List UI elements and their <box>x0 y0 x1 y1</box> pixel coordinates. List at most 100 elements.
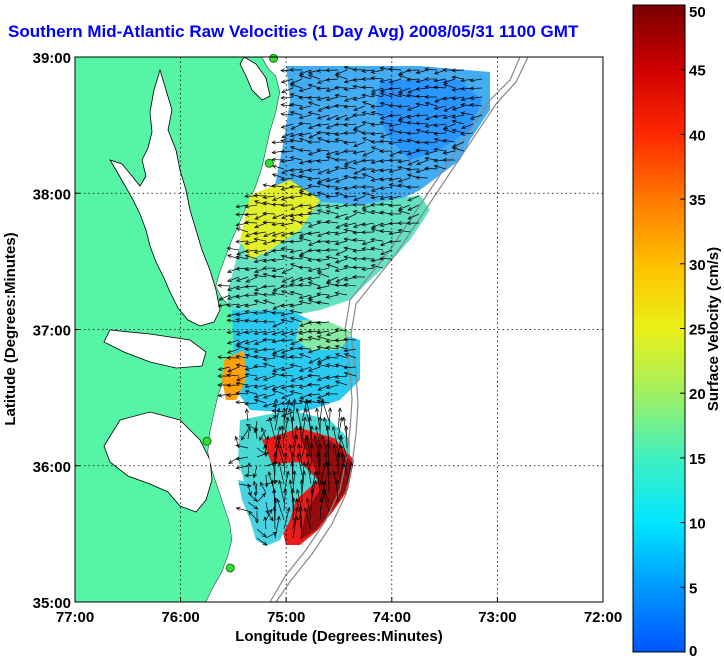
current-vector-head <box>352 248 357 253</box>
current-vector <box>335 94 348 98</box>
current-vector <box>326 210 339 215</box>
current-vector-head <box>289 173 295 178</box>
current-vector-head <box>272 350 277 355</box>
current-vector <box>327 426 330 449</box>
current-vector-head <box>443 107 449 112</box>
current-vector <box>407 159 420 166</box>
current-vector-head <box>226 383 231 388</box>
current-vector <box>398 74 411 80</box>
colorbar-tick-label: 30 <box>689 257 706 274</box>
current-vector <box>245 255 258 260</box>
current-vector <box>344 229 357 233</box>
current-vector <box>290 93 303 98</box>
current-vector-head <box>289 303 295 308</box>
current-vector-head <box>286 398 291 404</box>
current-vector <box>398 114 411 120</box>
current-vector-head <box>370 104 375 109</box>
current-vector <box>317 285 330 289</box>
current-vector <box>407 105 420 111</box>
current-vector <box>326 78 339 81</box>
current-vector <box>272 258 285 261</box>
current-vector-head <box>325 139 330 144</box>
current-vector <box>308 177 321 180</box>
current-vector <box>345 426 348 449</box>
current-vector-head <box>316 220 321 225</box>
current-vector-head <box>325 169 331 174</box>
current-vector-head <box>352 256 357 261</box>
current-vector-head <box>298 425 303 430</box>
current-vector-head <box>353 170 359 175</box>
current-vector-head <box>334 138 340 143</box>
current-vector-head <box>290 488 295 493</box>
current-vector-head <box>244 347 249 352</box>
current-vector <box>262 285 276 287</box>
current-vector-head <box>280 232 286 237</box>
current-vector <box>290 257 303 260</box>
current-vector-head <box>379 78 385 83</box>
current-vector-head <box>321 489 326 494</box>
current-vector-head <box>289 102 295 107</box>
current-vector-head <box>298 323 304 327</box>
current-vector <box>271 141 285 143</box>
current-vector-head <box>253 200 259 205</box>
current-vector-head <box>280 196 286 201</box>
current-vector-head <box>433 85 438 90</box>
current-vector-head <box>343 277 349 282</box>
current-vector <box>218 366 231 371</box>
current-vector <box>452 120 465 125</box>
current-vector <box>263 299 276 305</box>
current-vector-head <box>407 215 413 220</box>
current-vector-head <box>335 116 340 121</box>
current-vector-head <box>281 89 286 94</box>
current-vector-head <box>307 392 312 397</box>
colorbar-tick-label: 40 <box>689 127 706 144</box>
current-vector <box>265 474 268 487</box>
current-vector <box>290 132 303 137</box>
current-vector <box>254 384 267 388</box>
current-vector <box>344 372 357 377</box>
current-vector-head <box>245 278 251 283</box>
current-vector <box>425 167 438 170</box>
current-vector <box>452 147 465 152</box>
current-vector-head <box>289 239 294 244</box>
current-vector-head <box>325 345 331 350</box>
current-vector-head <box>442 96 448 101</box>
x-tick-label: 76:00 <box>161 609 199 626</box>
current-vector-head <box>276 435 281 441</box>
current-vector <box>327 444 330 467</box>
current-vector <box>281 123 294 128</box>
current-vector-head <box>298 367 304 372</box>
current-vector <box>308 276 321 280</box>
current-vector-head <box>291 497 296 502</box>
current-vector-head <box>316 363 322 368</box>
current-vector <box>337 462 344 485</box>
current-vector <box>362 150 375 157</box>
current-vector-head <box>289 83 295 88</box>
current-vector <box>277 444 285 467</box>
current-vector-head <box>406 131 411 136</box>
current-vector <box>317 335 330 341</box>
current-vector <box>254 365 267 368</box>
current-vector-head <box>307 83 313 88</box>
current-vector <box>256 528 267 538</box>
current-vector-head <box>433 105 439 110</box>
current-vector-head <box>227 368 232 373</box>
current-vector <box>236 507 249 512</box>
current-vector <box>321 399 330 422</box>
current-vector <box>398 105 411 108</box>
current-vector-head <box>217 393 223 398</box>
current-vector-head <box>334 85 339 90</box>
current-vector-head <box>388 211 393 216</box>
current-vector <box>308 101 321 107</box>
current-vector-head <box>307 248 312 253</box>
current-vector <box>263 184 276 188</box>
current-vector-head <box>261 492 266 498</box>
current-vector <box>308 417 312 440</box>
station-marker <box>264 158 274 168</box>
current-vector-head <box>236 377 241 381</box>
current-vector-head <box>280 177 286 182</box>
current-vector-head <box>424 156 430 161</box>
current-vector-head <box>253 398 259 403</box>
current-vector <box>245 384 258 388</box>
